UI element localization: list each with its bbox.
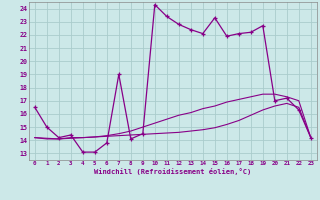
X-axis label: Windchill (Refroidissement éolien,°C): Windchill (Refroidissement éolien,°C) bbox=[94, 168, 252, 175]
